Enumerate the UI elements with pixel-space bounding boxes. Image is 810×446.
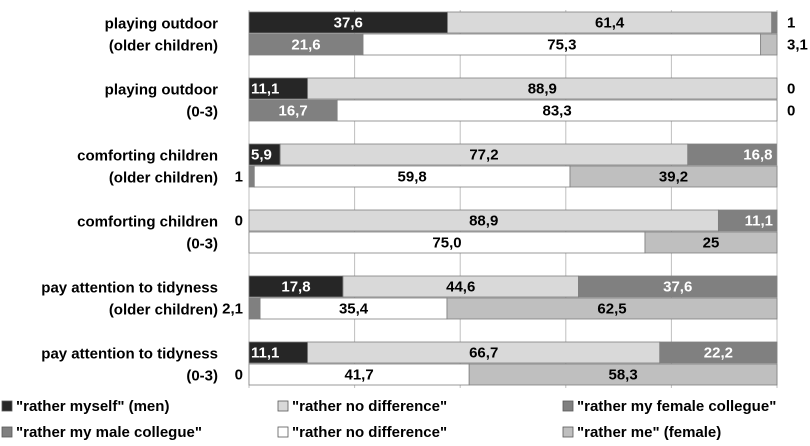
legend-swatch [1,426,13,438]
legend-swatch [562,426,574,438]
data-label: 88,9 [528,80,557,97]
data-label: 61,4 [595,14,625,31]
data-label: 5,9 [251,146,272,163]
data-label: 75,3 [547,36,576,53]
legend-label: "rather me" (female) [577,424,721,441]
data-label: 11,1 [745,212,773,229]
data-label: 1 [787,14,795,31]
data-label: 75,0 [432,234,461,251]
data-label: 83,3 [542,102,571,119]
legend-label: "rather my female collegue" [577,398,776,415]
category-label: pay attention to tidyness [41,279,218,296]
legend-swatch [277,400,289,412]
bar-segment [760,33,778,56]
category-label: comforting children [77,213,218,230]
data-label: 16,7 [278,102,307,119]
bar-segment [468,363,778,386]
bar-segment [569,165,778,188]
legend-label: "rather my male collegue" [16,424,202,441]
bar-segment [771,11,778,34]
category-label: (0-3) [186,103,218,120]
data-label: 66,7 [469,344,498,361]
data-label: 77,2 [469,146,498,163]
bar-segment [659,341,778,364]
category-label: (older children) [109,169,218,186]
data-label: 25 [703,234,720,251]
data-label: 59,8 [398,168,427,185]
data-label: 62,5 [597,300,626,317]
bar-segment [336,99,778,122]
category-label: comforting children [77,147,218,164]
data-label: 22,2 [704,344,733,361]
category-label: playing outdoor [105,15,218,32]
data-label: 11,1 [251,80,279,97]
data-label: 58,3 [608,366,637,383]
data-label: 0 [787,102,795,119]
legend-label: "rather myself" (men) [16,398,169,415]
data-label: 37,6 [334,14,363,31]
bar-segment [717,209,778,232]
category-label: playing outdoor [105,81,218,98]
legend-swatch [277,426,289,438]
category-label: (0-3) [186,367,218,384]
data-label: 2,1 [222,300,243,317]
legend-swatch [1,400,13,412]
category-label: (0-3) [186,235,218,252]
data-label: 17,8 [281,278,310,295]
category-label: (older children) [109,37,218,54]
data-label: 41,7 [344,366,373,383]
data-label: 1 [235,168,243,185]
data-label: 44,6 [446,278,475,295]
bar-segment [248,165,255,188]
data-label: 35,4 [339,300,369,317]
data-label: 21,6 [291,36,320,53]
data-label: 37,6 [663,278,692,295]
data-label: 11,1 [251,344,279,361]
data-label: 0 [235,212,243,229]
data-label: 0 [787,80,795,97]
data-label: 88,9 [469,212,498,229]
legend-label: "rather no difference" [292,398,447,415]
bar-segment [578,275,778,298]
bar-segment [446,297,778,320]
data-label: 39,2 [659,168,688,185]
data-label: 0 [235,366,243,383]
bar-segment [687,143,777,166]
bar-segment [248,297,261,320]
category-label: (older children) [109,301,218,318]
category-label: pay attention to tidyness [41,345,218,362]
bar-segment [307,77,778,100]
data-label: 3,1 [787,36,808,53]
data-label: 16,8 [743,146,772,163]
legend-label: "rather no difference" [292,424,447,441]
legend-swatch [562,400,574,412]
bar-segment [644,231,778,254]
